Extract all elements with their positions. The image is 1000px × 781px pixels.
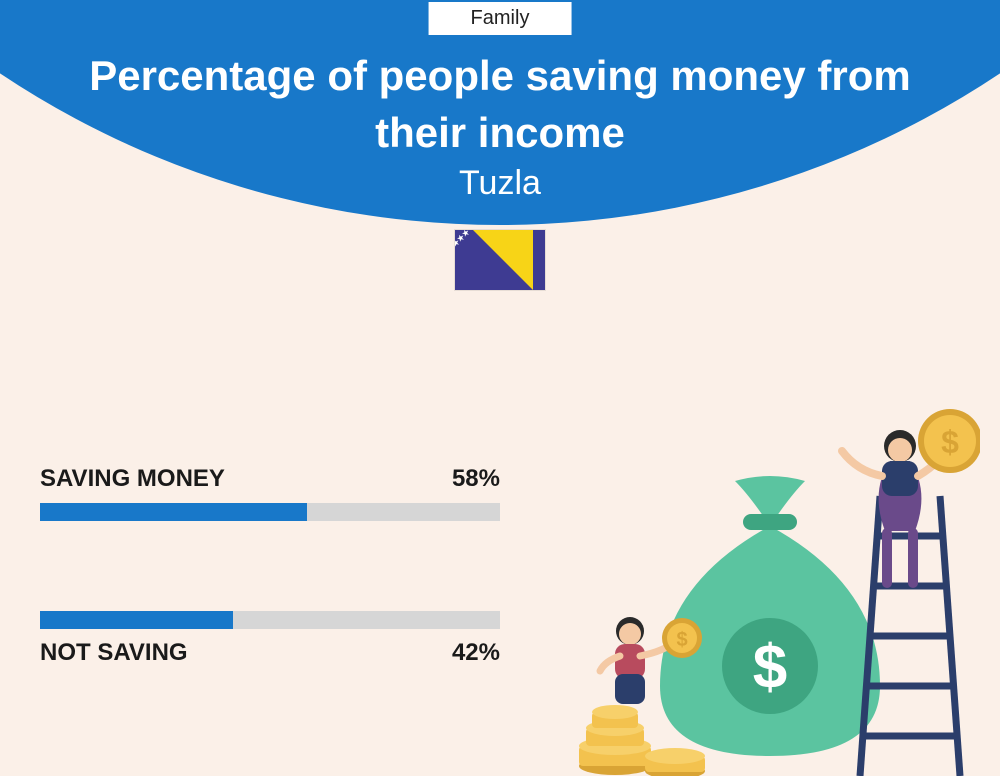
bar-label: SAVING MONEY xyxy=(40,465,225,493)
category-tag: Family xyxy=(429,2,572,35)
bar-header: SAVING MONEY 58% xyxy=(40,465,500,493)
coin-icon: $ xyxy=(662,618,702,658)
bar-header: NOT SAVING 42% xyxy=(40,639,500,667)
coin-icon: $ xyxy=(918,409,980,473)
bar-track xyxy=(40,503,500,521)
svg-text:$: $ xyxy=(753,633,787,702)
svg-text:$: $ xyxy=(941,424,959,460)
bar-value: 58% xyxy=(452,465,500,493)
bar-chart: SAVING MONEY 58% NOT SAVING 42% xyxy=(40,465,500,757)
savings-illustration: $ $ xyxy=(560,406,980,776)
coin-stack-icon xyxy=(579,705,651,775)
flag-icon: ★★★★★★★★★ xyxy=(455,230,545,290)
bar-fill xyxy=(40,611,233,629)
bar-row: NOT SAVING 42% xyxy=(40,611,500,667)
page-subtitle: Tuzla xyxy=(0,164,1000,203)
page-title: Percentage of people saving money from t… xyxy=(0,48,1000,161)
bar-fill xyxy=(40,503,307,521)
svg-text:$: $ xyxy=(676,629,687,651)
bar-label: NOT SAVING xyxy=(40,639,188,667)
money-bag-icon: $ xyxy=(660,476,880,756)
bar-value: 42% xyxy=(452,639,500,667)
bar-row: SAVING MONEY 58% xyxy=(40,465,500,521)
bar-track xyxy=(40,611,500,629)
coin-stack-icon xyxy=(645,748,705,776)
